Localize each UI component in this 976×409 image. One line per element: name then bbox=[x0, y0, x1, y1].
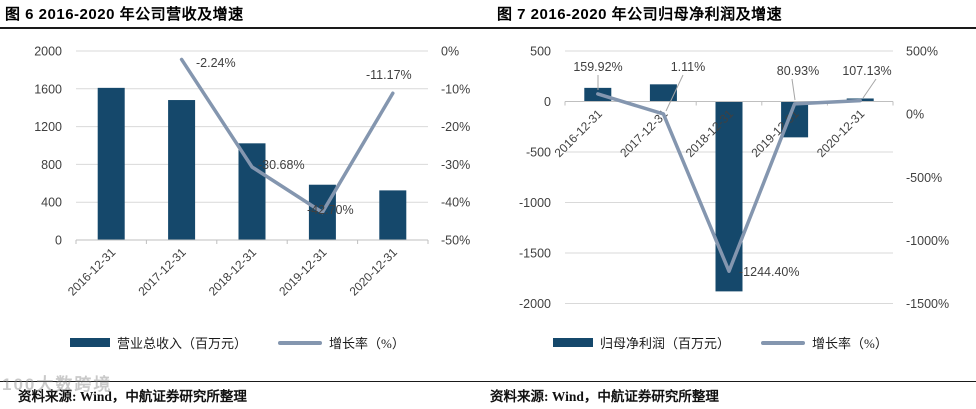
x-axis-label: 2019-12-31 bbox=[276, 245, 330, 299]
x-axis-label: 2016-12-31 bbox=[65, 245, 119, 299]
legend-label-growth: 增长率（%） bbox=[812, 336, 888, 351]
data-label: -1244.40% bbox=[739, 265, 799, 279]
right-axis-tick: -40% bbox=[441, 196, 470, 210]
left-axis-tick: 500 bbox=[530, 45, 551, 59]
data-label: 80.93% bbox=[777, 64, 819, 78]
left-axis-tick: -1500 bbox=[519, 247, 551, 261]
left-axis-tick: 0 bbox=[544, 95, 551, 109]
left-axis-tick: 1200 bbox=[34, 120, 62, 134]
bar-2018-12-31 bbox=[238, 143, 266, 240]
left-axis-tick: -500 bbox=[526, 146, 551, 160]
figure7-legend: 归母净利润（百万元） 增长率（%） bbox=[553, 333, 888, 352]
figure6-title: 图 6 2016-2020 年公司营收及增速 bbox=[5, 6, 244, 23]
left-axis-tick: 1600 bbox=[34, 82, 62, 96]
growth-line bbox=[179, 57, 395, 215]
left-axis-tick: 2000 bbox=[34, 45, 62, 59]
right-axis-tick: -10% bbox=[441, 82, 470, 96]
legend-item-revenue: 营业总收入（百万元） bbox=[70, 333, 247, 352]
right-axis-tick: -50% bbox=[441, 234, 470, 248]
bar-2020-12-31 bbox=[379, 190, 407, 240]
footer-rule bbox=[0, 381, 976, 382]
left-axis-tick: -2000 bbox=[519, 297, 551, 311]
figure7-chart: 500 0 -500 -1000 -1500 -2000 500% 0% -500% -1000%… bbox=[519, 45, 949, 312]
left-axis-tick: 800 bbox=[41, 158, 62, 172]
legend-label-netprofit: 归母净利润（百万元） bbox=[600, 336, 731, 351]
data-label: 1.11% bbox=[671, 60, 706, 74]
legend-item-growth: 增长率（%） bbox=[278, 333, 405, 352]
right-axis-tick: 0% bbox=[906, 108, 924, 122]
line-swatch bbox=[278, 340, 323, 345]
left-axis-tick: -1000 bbox=[519, 196, 551, 210]
x-axis-label: 2017-12-31 bbox=[135, 245, 189, 299]
legend-label-growth: 增长率（%） bbox=[329, 336, 405, 351]
bar-2018-12-31 bbox=[715, 101, 743, 292]
right-axis-tick: 500% bbox=[906, 45, 938, 59]
figure7-source: 资料来源: Wind，中航证券研究所整理 bbox=[490, 389, 719, 404]
x-axis-label: 2018-12-31 bbox=[206, 245, 260, 299]
data-label: -30.68% bbox=[258, 158, 305, 172]
data-label: -11.17% bbox=[366, 68, 412, 82]
label-leader-line bbox=[862, 78, 877, 99]
line-swatch bbox=[761, 340, 806, 345]
bar-swatch bbox=[553, 338, 593, 347]
bar-2017-12-31 bbox=[649, 84, 677, 102]
bar-swatch bbox=[70, 338, 110, 347]
figure6-legend: 营业总收入（百万元） 增长率（%） bbox=[70, 333, 405, 352]
data-label: 107.13% bbox=[842, 64, 891, 78]
figure6-source: 资料来源: Wind，中航证券研究所整理 bbox=[18, 389, 247, 404]
left-axis-tick: 0 bbox=[55, 234, 62, 248]
right-axis-tick: -20% bbox=[441, 120, 470, 134]
data-label: -42.70% bbox=[307, 203, 354, 217]
right-axis-tick: 0% bbox=[441, 45, 459, 59]
data-label: -2.24% bbox=[196, 56, 236, 70]
data-label: 159.92% bbox=[573, 60, 622, 74]
title-underline bbox=[0, 27, 976, 29]
legend-item-netprofit: 归母净利润（百万元） bbox=[553, 333, 730, 352]
label-leader-line bbox=[665, 74, 684, 112]
site-watermark: 100大数跨境 bbox=[2, 375, 113, 394]
figure7-title: 图 7 2016-2020 年公司归母净利润及增速 bbox=[497, 6, 783, 23]
right-axis-tick: -30% bbox=[441, 158, 470, 172]
legend-label-revenue: 营业总收入（百万元） bbox=[117, 336, 248, 351]
label-leader-line bbox=[791, 78, 796, 101]
left-axis-tick: 400 bbox=[41, 196, 62, 210]
figure6-chart: 2000 1600 1200 800 400 0 0% -10% -20% -30% -40% -50… bbox=[34, 45, 470, 299]
bar-2016-12-31 bbox=[97, 87, 125, 240]
bar-2017-12-31 bbox=[168, 100, 196, 240]
legend-item-growth: 增长率（%） bbox=[761, 333, 888, 352]
right-axis-tick: -500% bbox=[906, 171, 942, 185]
growth-line bbox=[596, 92, 862, 273]
x-axis-label: 2020-12-31 bbox=[347, 245, 401, 299]
right-axis-tick: -1500% bbox=[906, 297, 949, 311]
right-axis-tick: -1000% bbox=[906, 234, 949, 248]
